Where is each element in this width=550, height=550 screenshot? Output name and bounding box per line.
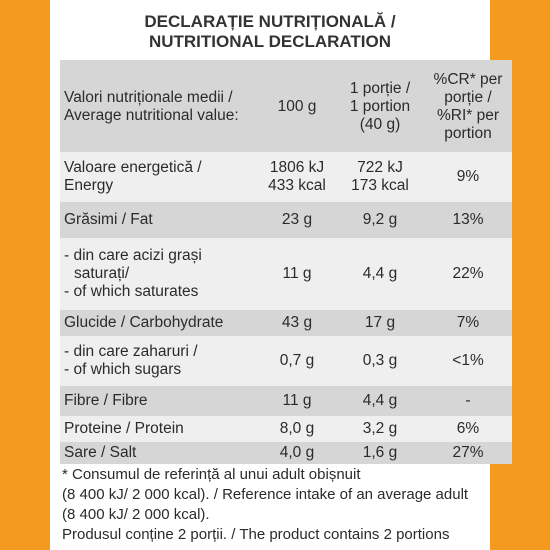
value-percent: 9% bbox=[456, 168, 480, 185]
value-per-100g: 0,7 g bbox=[279, 352, 315, 369]
title-romanian: DECLARAȚIE NUTRIȚIONALĂ / bbox=[144, 12, 396, 31]
value-percent: 6% bbox=[456, 420, 480, 437]
value-per-100g: 1806 kJ bbox=[269, 159, 325, 176]
value-percent: 13% bbox=[452, 211, 484, 228]
value-per-100g: 4,0 g bbox=[279, 444, 315, 461]
value-percent: <1% bbox=[452, 352, 484, 369]
value-per-100g: 23 g bbox=[281, 211, 313, 228]
nutrition-table: Valori nutriționale medii / Average nutr… bbox=[60, 60, 512, 464]
footnote-line: (8 400 kJ/ 2 000 kcal). bbox=[62, 506, 210, 523]
value-per-portion: 4,4 g bbox=[362, 392, 398, 409]
header-percent-cell: %CR* per porție / %RI* per portion bbox=[433, 71, 503, 142]
header-nutrient-cell: Valori nutriționale medii / Average nutr… bbox=[64, 89, 239, 124]
value-per-portion: 1,6 g bbox=[362, 444, 398, 461]
value-per-portion: 0,3 g bbox=[362, 352, 398, 369]
row-label: Fibre / Fibre bbox=[64, 392, 148, 409]
value-per-100g: 11 g bbox=[282, 265, 312, 282]
row-label: - din care acizi grași bbox=[64, 247, 202, 264]
table-header-row: Valori nutriționale medii / Average nutr… bbox=[60, 60, 512, 152]
title-english: NUTRITIONAL DECLARATION bbox=[148, 32, 392, 51]
value-percent: 22% bbox=[452, 265, 484, 282]
nutrition-label: DECLARAȚIE NUTRIȚIONALĂ / NUTRITIONAL DE… bbox=[50, 0, 512, 550]
value-per-portion: 722 kJ bbox=[357, 159, 403, 176]
footnote-line: Produsul conține 2 porții. / The product… bbox=[62, 526, 450, 543]
header-per-portion-cell: 1 porție / 1 portion (40 g) bbox=[349, 80, 411, 133]
table-row: Valoare energetică / Energy 1806 kJ 433 … bbox=[60, 152, 512, 202]
value-per-100g: 43 g bbox=[281, 314, 313, 331]
table-row: Proteine / Protein 8,0 g 3,2 g 6% bbox=[60, 416, 512, 442]
value-per-100g: 11 g bbox=[282, 392, 312, 409]
table-row: Grăsimi / Fat 23 g 9,2 g 13% bbox=[60, 202, 512, 238]
row-label: Proteine / Protein bbox=[64, 420, 184, 437]
row-label: Grăsimi / Fat bbox=[64, 211, 153, 228]
footnote-line: * Consumul de referință al unui adult ob… bbox=[62, 466, 361, 483]
value-per-100g: 8,0 g bbox=[279, 420, 315, 437]
row-label: Valoare energetică / bbox=[64, 159, 202, 176]
value-per-portion: 9,2 g bbox=[362, 211, 398, 228]
value-per-portion: 3,2 g bbox=[362, 420, 398, 437]
header-per-100g-cell: 100 g bbox=[277, 98, 317, 115]
value-per-portion: 17 g bbox=[364, 314, 396, 331]
value-percent: 7% bbox=[456, 314, 480, 331]
row-label: - din care zaharuri / bbox=[64, 343, 198, 360]
table-row: Fibre / Fibre 11 g 4,4 g - bbox=[60, 386, 512, 416]
row-label: Glucide / Carbohydrate bbox=[64, 314, 224, 331]
value-per-portion: 4,4 g bbox=[362, 265, 398, 282]
table-row: - din care acizi grași saturați/ - of wh… bbox=[60, 238, 512, 310]
footnote: * Consumul de referință al unui adult ob… bbox=[62, 465, 482, 545]
value-percent: 27% bbox=[452, 444, 484, 461]
row-label: Sare / Salt bbox=[64, 444, 137, 461]
value-percent: - bbox=[465, 392, 471, 409]
nutrition-title: DECLARAȚIE NUTRIȚIONALĂ / NUTRITIONAL DE… bbox=[50, 12, 490, 52]
table-row: Glucide / Carbohydrate 43 g 17 g 7% bbox=[60, 310, 512, 336]
table-row: Sare / Salt 4,0 g 1,6 g 27% bbox=[60, 442, 512, 464]
table-row: - din care zaharuri / - of which sugars … bbox=[60, 336, 512, 386]
footnote-line: (8 400 kJ/ 2 000 kcal). / Reference inta… bbox=[62, 486, 469, 503]
